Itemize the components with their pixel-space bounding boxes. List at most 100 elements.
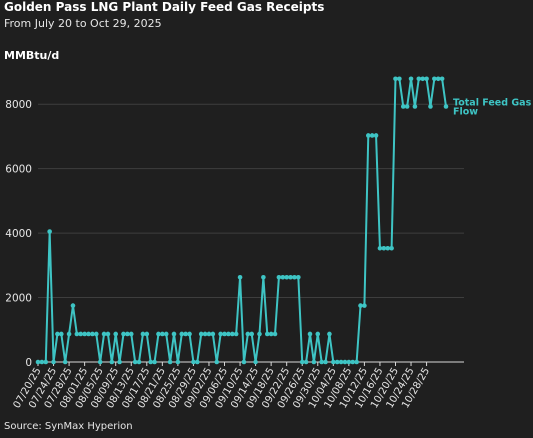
- data-point: [362, 303, 367, 308]
- data-point: [389, 245, 394, 251]
- data-point: [350, 359, 356, 365]
- data-point: [59, 331, 64, 337]
- data-point: [408, 76, 414, 82]
- data-point: [346, 359, 352, 365]
- data-point: [140, 331, 146, 337]
- data-point: [198, 331, 204, 337]
- data-point: [299, 359, 305, 365]
- data-point: [373, 133, 379, 138]
- data-point: [393, 76, 398, 82]
- data-point: [315, 331, 321, 337]
- data-point: [323, 359, 328, 365]
- series-layer: [35, 76, 449, 365]
- data-point: [404, 104, 410, 109]
- data-point: [257, 331, 262, 337]
- data-point: [214, 359, 220, 365]
- data-point: [237, 274, 243, 280]
- data-point: [288, 274, 293, 280]
- data-point: [62, 359, 68, 365]
- data-point: [245, 331, 251, 337]
- data-point: [307, 331, 313, 337]
- data-point: [86, 331, 91, 337]
- chart-subtitle: From July 20 to Oct 29, 2025: [4, 17, 162, 30]
- y-tick-label-6000: 6000: [5, 164, 32, 176]
- data-point: [117, 359, 122, 365]
- data-point: [276, 274, 282, 280]
- data-point: [253, 359, 258, 365]
- y-tick-labels: 0 2000 4000 6000 8000: [5, 99, 32, 369]
- data-point: [43, 359, 49, 365]
- data-point: [261, 274, 266, 280]
- data-point: [66, 331, 72, 337]
- data-point: [47, 229, 52, 234]
- data-point: [420, 76, 425, 82]
- data-point: [128, 331, 134, 337]
- data-point: [78, 331, 84, 337]
- data-point: [400, 104, 406, 109]
- data-point: [187, 331, 192, 337]
- data-point: [160, 331, 165, 337]
- data-point: [443, 104, 449, 109]
- data-point: [121, 331, 126, 337]
- data-point: [183, 331, 188, 337]
- chart-title: Golden Pass LNG Plant Daily Feed Gas Rec…: [4, 0, 325, 14]
- series-label-total-feed-gas-flow: Total Feed Gas Flow: [453, 97, 532, 117]
- y-tick-label-2000: 2000: [5, 293, 32, 305]
- data-point: [342, 359, 348, 365]
- data-point: [35, 359, 41, 365]
- data-point: [303, 359, 309, 365]
- data-point: [163, 331, 169, 337]
- data-point: [272, 331, 278, 337]
- data-point: [354, 359, 359, 365]
- data-point: [136, 359, 142, 365]
- data-point: [280, 274, 286, 280]
- data-point: [428, 104, 433, 109]
- data-point: [202, 331, 208, 337]
- data-point: [93, 331, 99, 337]
- data-point: [105, 331, 111, 337]
- data-point: [148, 359, 153, 365]
- data-point: [74, 331, 80, 337]
- data-point: [218, 331, 223, 337]
- data-point: [432, 76, 437, 82]
- data-point: [331, 359, 336, 365]
- data-point: [206, 331, 212, 337]
- data-point: [319, 359, 324, 365]
- data-point: [156, 331, 161, 337]
- data-point: [171, 331, 177, 337]
- data-point: [268, 331, 274, 337]
- data-point: [210, 331, 216, 337]
- data-point: [296, 274, 301, 280]
- gridlines: [38, 103, 464, 299]
- data-point: [229, 331, 235, 337]
- data-point: [226, 331, 231, 337]
- data-point: [327, 331, 332, 337]
- data-point: [439, 76, 445, 82]
- data-point: [358, 303, 363, 308]
- data-point: [233, 331, 239, 337]
- data-point: [369, 133, 375, 138]
- data-point: [191, 359, 196, 365]
- data-point: [416, 76, 422, 82]
- data-point: [125, 331, 130, 337]
- data-point: [334, 359, 340, 365]
- y-tick-label-0: 0: [25, 357, 32, 369]
- data-point: [55, 331, 60, 337]
- data-point: [241, 359, 247, 365]
- data-point: [90, 331, 95, 337]
- data-point: [39, 359, 45, 365]
- data-point: [381, 245, 387, 251]
- data-point: [82, 331, 87, 337]
- data-point: [222, 331, 227, 337]
- data-point: [338, 359, 344, 365]
- series-line-total-feed-gas-flow: [37, 77, 447, 363]
- data-point: [385, 245, 391, 251]
- data-point: [195, 359, 200, 365]
- data-point: [424, 76, 429, 82]
- data-point: [51, 359, 56, 365]
- data-point: [292, 274, 297, 280]
- data-point: [249, 331, 255, 337]
- y-tick-label-8000: 8000: [5, 99, 32, 111]
- data-point: [132, 359, 138, 365]
